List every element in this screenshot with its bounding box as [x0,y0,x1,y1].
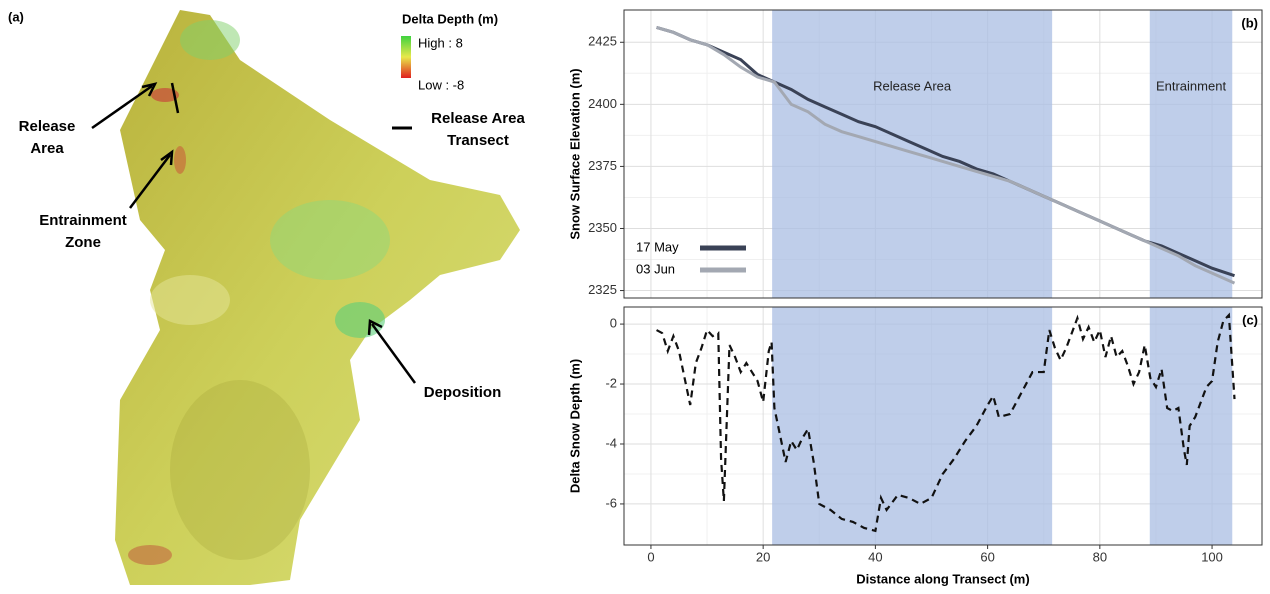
legend-high: High : 8 [418,35,463,50]
y-tick-label: 2425 [588,34,617,49]
figure: (a) Delta Depth (m) High : 8 Low : -8 Re… [0,0,1270,594]
span-label: Release Area [873,78,952,93]
release-label: Release Area [8,116,86,160]
page: (a) Delta Depth (m) High : 8 Low : -8 Re… [0,0,1270,594]
deposition-label: Deposition [410,382,515,404]
map-panel: (a) Delta Depth (m) High : 8 Low : -8 [8,9,520,585]
legend-ramp [401,36,411,78]
transect-legend-label: Release Area Transect [418,108,538,152]
legend-label: 03 Jun [636,261,675,276]
y-tick-label: 2325 [588,282,617,297]
legend-title: Delta Depth (m) [402,11,498,26]
panel-label: (b) [1241,15,1258,30]
green-patch [270,200,390,280]
shaded-span [772,10,1052,298]
x-tick-label: 20 [756,549,770,564]
panel-label: (c) [1242,312,1258,327]
legend-low: Low : -8 [418,77,464,92]
panel-label: (a) [8,9,24,24]
arrow [372,324,415,383]
red-patch [128,545,172,565]
shaded-span [772,307,1052,545]
y-tick-label: 2350 [588,220,617,235]
y-axis-title: Delta Snow Depth (m) [567,359,582,493]
span-label: Entrainment [1156,78,1226,93]
y-tick-label: -2 [605,375,617,390]
y-tick-label: 0 [610,316,617,331]
legend-label: 17 May [636,239,679,254]
shaded-span [1150,307,1232,545]
y-tick-label: 2375 [588,158,617,173]
y-tick-label: 2400 [588,96,617,111]
green-patch [180,20,240,60]
y-tick-label: -4 [605,435,617,450]
x-tick-label: 60 [980,549,994,564]
x-tick-label: 80 [1093,549,1107,564]
y-tick-label: -6 [605,495,617,510]
red-patch [174,146,186,174]
y-axis-title: Snow Surface Elevation (m) [567,68,582,239]
shade [170,380,310,560]
x-tick-label: 0 [647,549,654,564]
x-tick-label: 40 [868,549,882,564]
x-tick-label: 100 [1201,549,1223,564]
x-axis-title: Distance along Transect (m) [856,571,1029,586]
shade [150,275,230,325]
entrainment-label: Entrainment Zone [28,210,138,254]
shaded-span [1150,10,1232,298]
